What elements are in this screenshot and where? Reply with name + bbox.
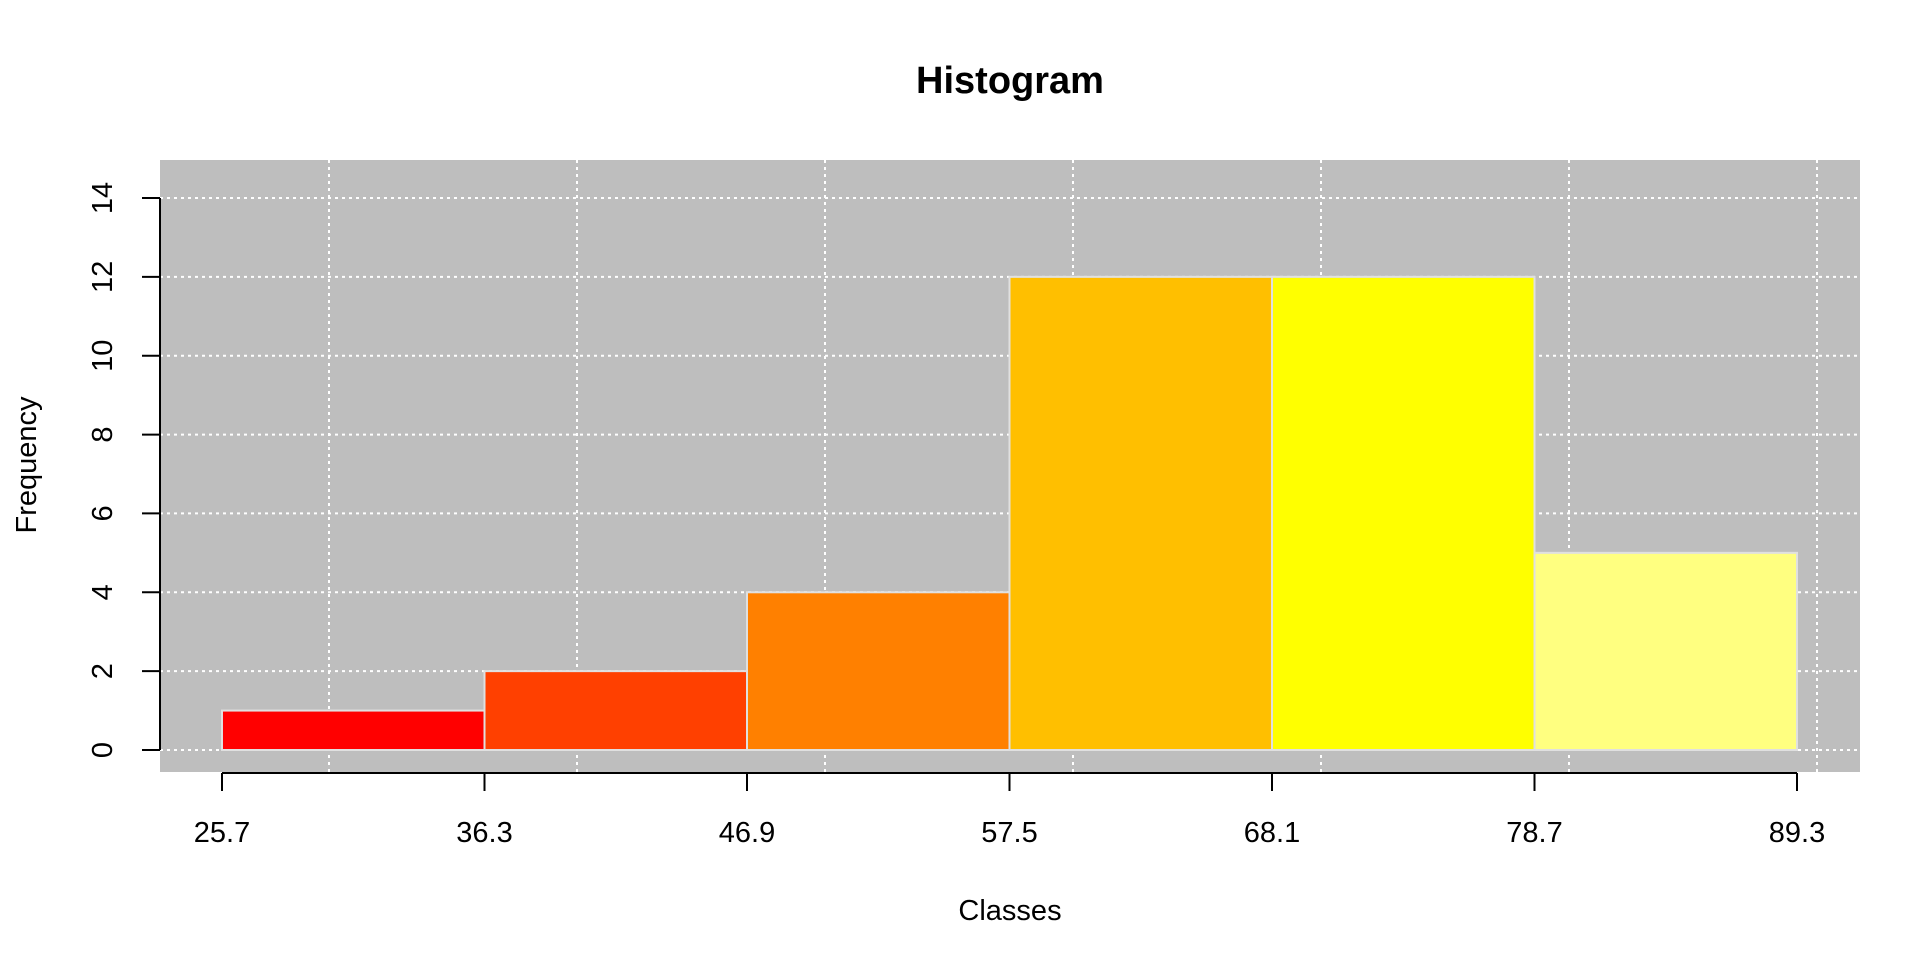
y-tick-label: 8 <box>87 427 119 443</box>
y-tick-label: 0 <box>87 742 119 758</box>
y-tick-label: 14 <box>87 182 119 214</box>
bars-layer <box>221 275 1798 752</box>
x-tick-label: 78.7 <box>1506 817 1562 849</box>
x-tick-label: 57.5 <box>981 817 1037 849</box>
x-tick-label: 68.1 <box>1244 817 1300 849</box>
histogram-bar <box>221 709 486 751</box>
x-tick-label: 25.7 <box>194 817 250 849</box>
y-tick-label: 2 <box>87 663 119 679</box>
y-tick-label: 10 <box>87 340 119 372</box>
y-axis-label: Frequency <box>11 396 43 534</box>
y-tick-label: 6 <box>87 505 119 521</box>
histogram-bar <box>1533 551 1798 751</box>
axes-layer: 0 2 4 6 8 10 12 14 25.7 36.3 46.9 57.5 68.1 78.7 89.3 <box>87 182 1825 849</box>
histogram-bar <box>746 591 1011 751</box>
y-tick-label: 4 <box>87 584 119 600</box>
x-tick-label: 46.9 <box>719 817 775 849</box>
histogram-bar <box>1008 275 1273 751</box>
chart-title: Histogram <box>916 60 1104 102</box>
y-tick-label: 12 <box>87 261 119 293</box>
x-tick-label: 89.3 <box>1769 817 1825 849</box>
histogram-bar <box>1271 275 1536 751</box>
x-tick-label: 36.3 <box>456 817 512 849</box>
histogram-bar <box>483 670 748 752</box>
x-axis-label: Classes <box>958 895 1061 927</box>
